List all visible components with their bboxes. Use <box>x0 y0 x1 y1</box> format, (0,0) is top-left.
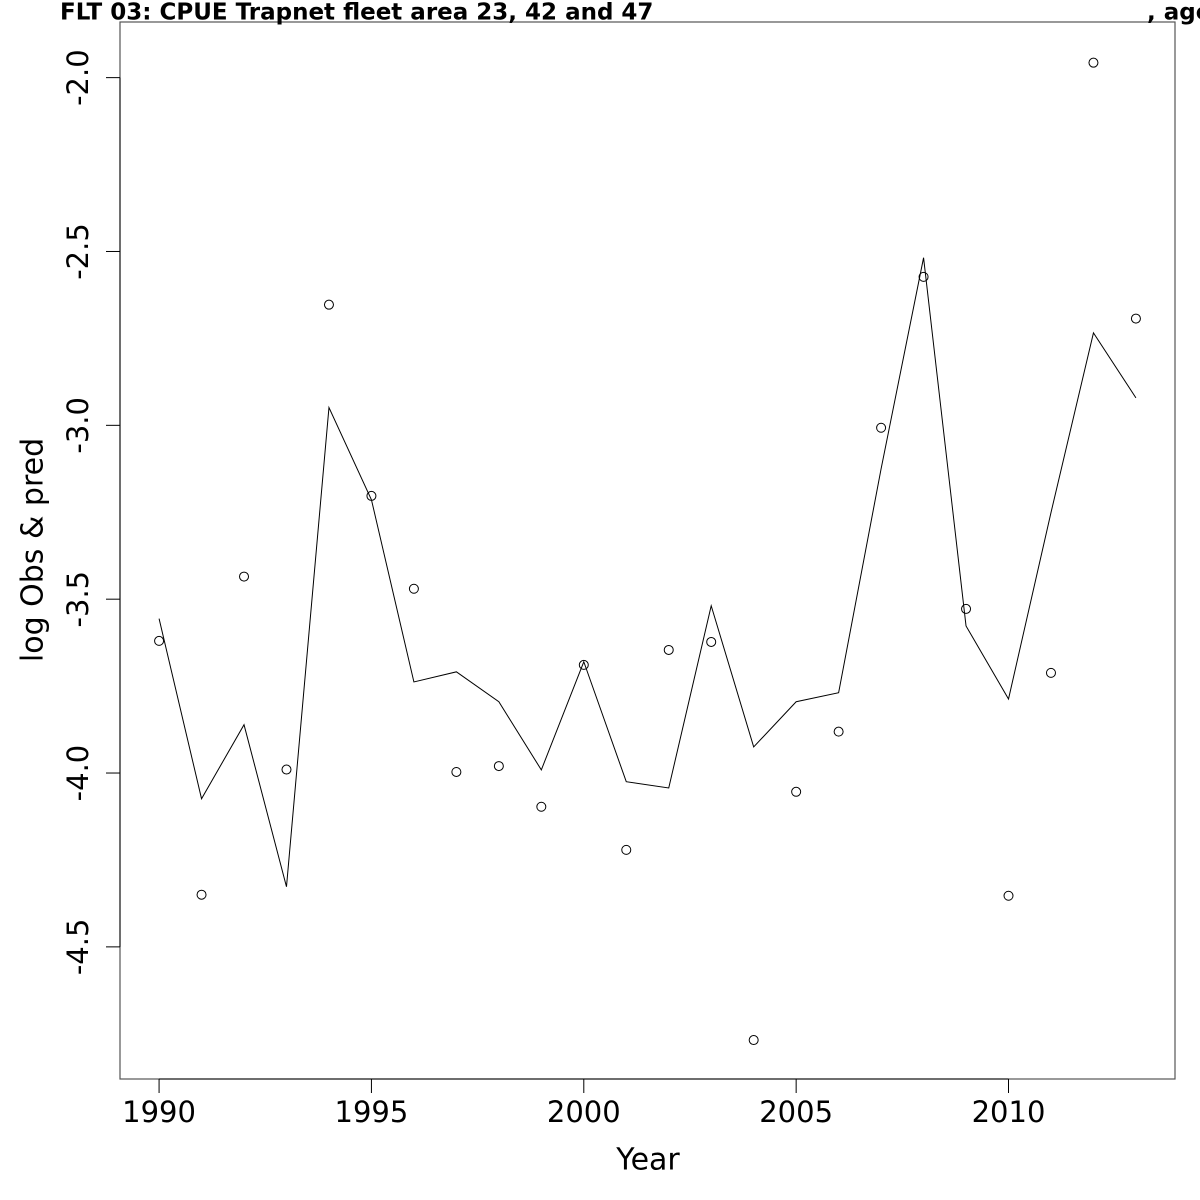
observed-point <box>876 422 887 433</box>
observed-point <box>663 644 674 655</box>
observed-point <box>621 844 632 855</box>
plot-frame <box>119 21 1176 1080</box>
observed-point <box>918 271 929 282</box>
observed-point <box>408 583 419 594</box>
observed-point <box>748 1035 759 1046</box>
chart-title-suffix: , age <box>1147 0 1200 26</box>
observed-point <box>1130 313 1141 324</box>
y-tick-label: -3.0 <box>61 397 95 454</box>
observed-point <box>791 786 802 797</box>
y-tick-label: -3.5 <box>61 571 95 628</box>
x-tick-label: 2005 <box>759 1095 833 1129</box>
y-tick-label: -2.0 <box>61 49 95 106</box>
x-tick-label: 1990 <box>122 1095 196 1129</box>
predicted-line <box>158 257 1137 887</box>
observed-point <box>578 659 589 670</box>
observed-point <box>323 299 334 310</box>
y-tick-label: -4.0 <box>61 745 95 802</box>
observed-point <box>706 636 717 647</box>
x-tick-label: 2000 <box>547 1095 621 1129</box>
y-tick-label: -2.5 <box>61 223 95 280</box>
observed-point <box>196 889 207 900</box>
x-tick-label: 2010 <box>972 1095 1046 1129</box>
y-tick-label: -4.5 <box>61 919 95 976</box>
y-axis-title: log Obs & pred <box>16 438 51 662</box>
observed-point <box>239 571 250 582</box>
observed-point <box>493 761 504 772</box>
observed-point <box>536 801 547 812</box>
observed-point <box>451 766 462 777</box>
observed-point <box>154 635 165 646</box>
observed-point <box>1088 57 1099 68</box>
chart-title: FLT 03: CPUE Trapnet fleet area 23, 42 a… <box>60 0 653 26</box>
x-axis-title: Year <box>615 1143 680 1178</box>
observed-point <box>1003 890 1014 901</box>
observed-point <box>961 603 972 614</box>
observed-point <box>281 764 292 775</box>
observed-point <box>833 726 844 737</box>
x-tick-label: 1995 <box>335 1095 409 1129</box>
observed-point <box>1045 667 1056 678</box>
